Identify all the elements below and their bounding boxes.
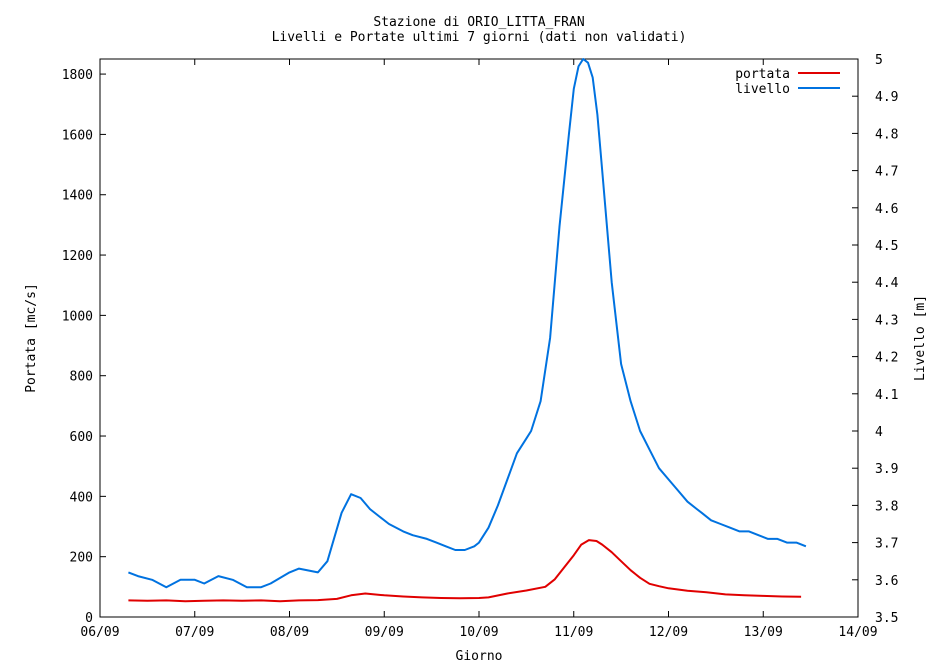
y-tick-label: 200 (70, 551, 93, 566)
y2-tick-label: 4.4 (875, 276, 899, 291)
series-line-portata (128, 539, 802, 603)
y-tick-label: 1000 (62, 309, 93, 324)
chart-title: Stazione di ORIO_LITTA_FRAN (373, 15, 584, 30)
y2-tick-label: 5 (875, 53, 883, 68)
chart-subtitle: Livelli e Portate ultimi 7 giorni (dati … (272, 30, 687, 45)
y-axis-label: Portata [mc/s] (24, 283, 39, 393)
y2-tick-label: 4.9 (875, 90, 898, 105)
y-tick-label: 800 (70, 370, 93, 385)
x-tick-label: 13/09 (744, 625, 783, 640)
y-tick-label: 1200 (62, 249, 93, 264)
y2-axis-label: Livello [m] (913, 295, 928, 381)
x-tick-label: 09/09 (365, 625, 404, 640)
x-axis-label: Giorno (456, 649, 503, 664)
y2-tick-label: 4.6 (875, 202, 898, 217)
y2-tick-label: 4.2 (875, 351, 898, 366)
x-tick-label: 12/09 (649, 625, 688, 640)
x-tick-label: 11/09 (554, 625, 593, 640)
y2-tick-label: 4.5 (875, 239, 898, 254)
y2-tick-label: 3.7 (875, 537, 898, 552)
y-tick-label: 1800 (62, 68, 93, 83)
y-tick-label: 1600 (62, 128, 93, 143)
y2-tick-label: 4 (875, 425, 883, 440)
y-tick-label: 600 (70, 430, 93, 445)
series-layer (128, 58, 807, 603)
x-axis: 06/09 07/09 08/09 09/09 10/09 11/09 12/09 13/09… (80, 59, 878, 640)
x-tick-label: 08/09 (270, 625, 309, 640)
y2-tick-label: 4.8 (875, 127, 898, 142)
x-tick-label: 06/09 (80, 625, 119, 640)
x-tick-label: 07/09 (175, 625, 214, 640)
series-line-livello (128, 58, 807, 589)
legend-label-portata: portata (735, 67, 790, 82)
y2-tick-label: 4.7 (875, 165, 898, 180)
y2-tick-label: 4.3 (875, 313, 898, 328)
y-tick-label: 1400 (62, 189, 93, 204)
y2-tick-label: 4.1 (875, 388, 898, 403)
y-axis-right: 3.5 3.6 3.7 3.8 3.9 4 4.1 4.2 4.3 4.4 4.5 4.6 4.7 4.8… (852, 53, 899, 626)
y2-tick-label: 3.6 (875, 574, 898, 589)
y2-tick-label: 3.5 (875, 611, 898, 626)
x-tick-label: 10/09 (459, 625, 498, 640)
y-axis-left: 0 200 400 600 800 1000 1200 1400 1600 1800 (62, 68, 106, 626)
x-tick-label: 14/09 (838, 625, 877, 640)
y-tick-label: 400 (70, 490, 93, 505)
y2-tick-label: 3.9 (875, 462, 898, 477)
legend-label-livello: livello (735, 82, 790, 97)
plot-area-frame (99, 58, 859, 618)
y-tick-label: 0 (85, 611, 93, 626)
y2-tick-label: 3.8 (875, 499, 898, 514)
